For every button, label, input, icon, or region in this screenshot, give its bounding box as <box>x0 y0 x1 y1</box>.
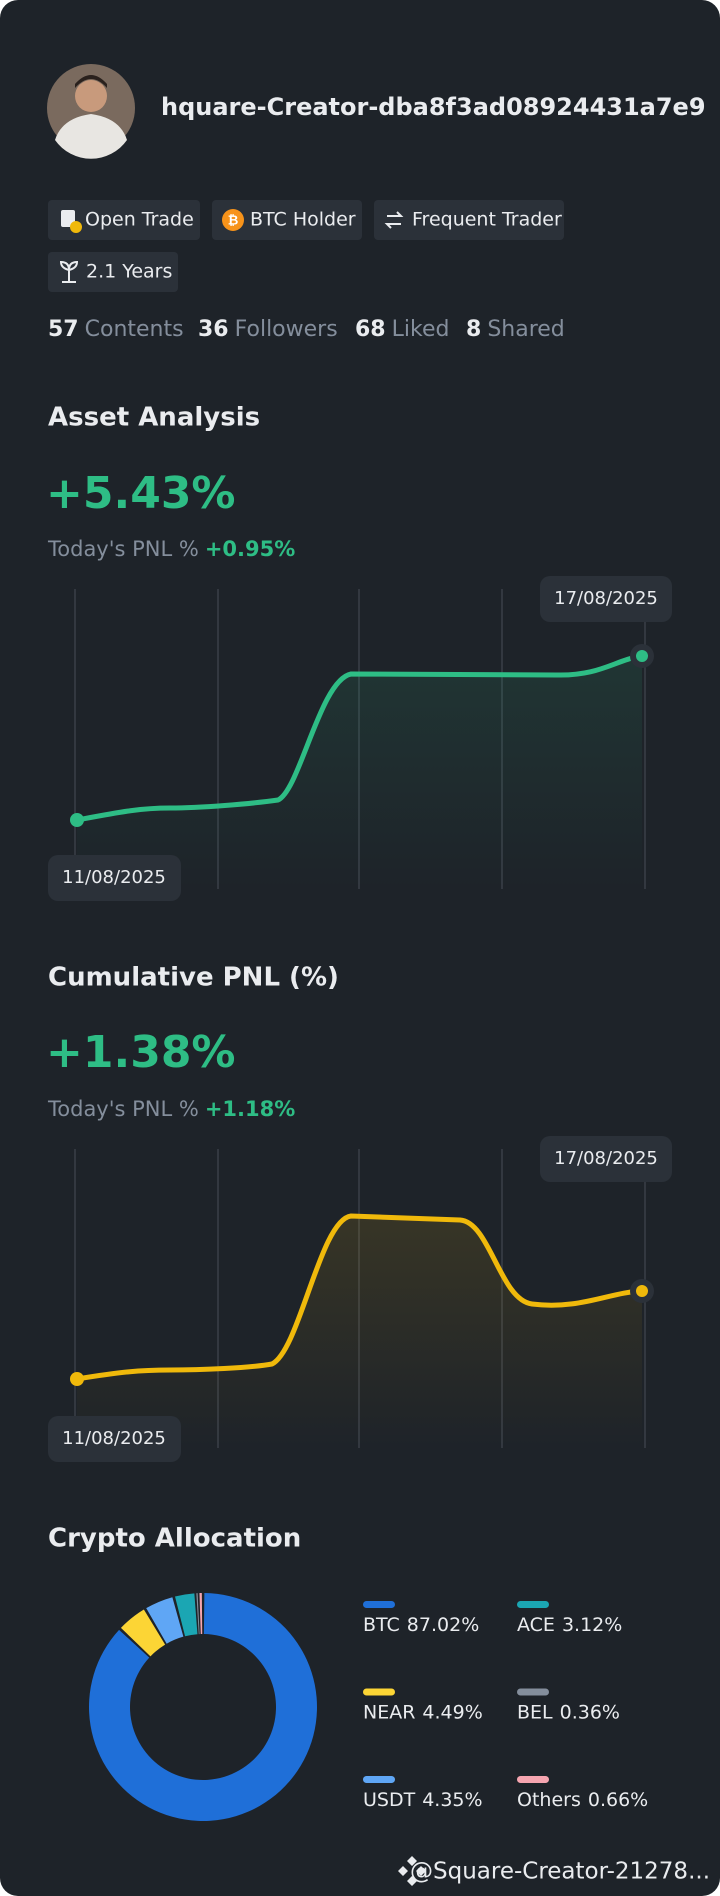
legend-name: BEL <box>517 1701 553 1723</box>
legend-value: 3.12% <box>562 1614 622 1636</box>
badge-label: Frequent Trader <box>412 209 562 231</box>
avatar <box>47 64 135 159</box>
end-date: 17/08/2025 <box>554 1148 658 1169</box>
legend-swatch <box>363 1688 395 1696</box>
legend-value: 0.36% <box>560 1701 620 1723</box>
legend-swatch <box>517 1776 549 1783</box>
legend-value: 87.02% <box>407 1614 479 1636</box>
legend-entry: USDT 4.35% <box>363 1789 483 1811</box>
legend-name: Others <box>517 1789 581 1811</box>
badge: 2.1 Years <box>48 252 178 292</box>
legend-entry: Others 0.66% <box>517 1789 648 1811</box>
badge: ₿ BTC Holder <box>212 200 362 240</box>
pnl: Today's PNL % +1.18% <box>47 1097 295 1121</box>
badge-label: 2.1 Years <box>86 261 172 283</box>
section-title: Asset Analysis <box>48 403 260 433</box>
legend-value: 4.35% <box>422 1789 482 1811</box>
badge: Frequent Trader <box>374 200 564 240</box>
pie-slice <box>199 1593 203 1635</box>
pnl: Today's PNL % +0.95% <box>47 537 295 561</box>
section-title: Cumulative PNL (%) <box>48 963 339 993</box>
stat: 57 Contents <box>48 317 184 342</box>
legend-name: NEAR <box>363 1701 415 1723</box>
stat: 68 Liked <box>355 317 449 342</box>
stat: 8 Shared <box>466 317 565 342</box>
legend-swatch <box>517 1688 549 1696</box>
svg-text:₿: ₿ <box>228 214 239 229</box>
pie-slice <box>88 1593 318 1821</box>
legend-entry: BTC 87.02% <box>363 1614 479 1636</box>
headline-value: +5.43% <box>46 468 236 519</box>
legend-swatch <box>363 1601 395 1608</box>
legend-swatch <box>517 1601 549 1608</box>
stat: 36 Followers <box>198 317 338 342</box>
legend-swatch <box>363 1776 395 1783</box>
legend-value: 0.66% <box>588 1789 648 1811</box>
legend-name: ACE <box>517 1614 555 1636</box>
headline-value: +1.38% <box>46 1027 236 1078</box>
asset-chart: 17/08/2025 11/08/2025 <box>48 576 672 901</box>
pie-slice <box>120 1609 166 1657</box>
section-title: Crypto Allocation <box>48 1524 301 1554</box>
legend-name: USDT <box>363 1789 416 1811</box>
footer-handle: @Square-Creator-21278... <box>410 1859 710 1885</box>
pie-slice <box>146 1597 184 1644</box>
legend-name: BTC <box>363 1614 400 1636</box>
username: hquare-Creator-dba8f3ad08924431a7e9 <box>161 93 706 121</box>
pie-slice <box>196 1593 200 1635</box>
badge: Open Trade <box>48 200 200 240</box>
pie-slice <box>175 1593 198 1637</box>
start-date: 11/08/2025 <box>62 1428 166 1449</box>
start-date: 11/08/2025 <box>62 867 166 888</box>
pnl-chart: 17/08/2025 11/08/2025 <box>48 1136 672 1462</box>
end-date: 17/08/2025 <box>554 588 658 609</box>
legend-value: 4.49% <box>422 1701 482 1723</box>
legend-entry: ACE 3.12% <box>517 1614 622 1636</box>
footer: @Square-Creator-21278... <box>398 1856 710 1886</box>
badge-label: Open Trade <box>85 209 194 231</box>
badge-label: BTC Holder <box>250 209 356 231</box>
legend-entry: BEL 0.36% <box>517 1701 620 1723</box>
allocation-chart: BTC 87.02% NEAR 4.49% USDT 4.35% ACE 3.12% BEL 0.… <box>88 1593 648 1821</box>
legend-entry: NEAR 4.49% <box>363 1701 483 1723</box>
